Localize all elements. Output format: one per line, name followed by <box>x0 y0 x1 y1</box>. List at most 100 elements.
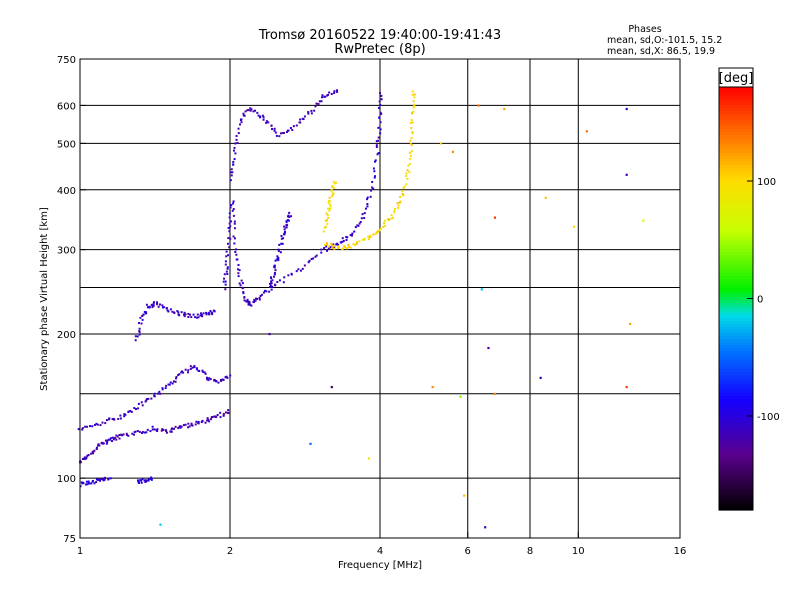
trace-dot <box>371 180 374 183</box>
colorbar-band <box>719 150 753 154</box>
trace-dot <box>275 258 278 261</box>
colorbar-band <box>719 327 753 331</box>
colorbar-band <box>719 96 753 100</box>
trace-dot <box>83 456 86 459</box>
trace-dot <box>187 369 190 372</box>
trace-dot <box>412 100 415 103</box>
trace-dot <box>95 448 98 451</box>
trace-dot <box>140 401 143 404</box>
trace-dot <box>247 303 250 306</box>
colorbar-band <box>719 201 753 205</box>
colorbar-band <box>719 324 753 328</box>
trace-dot <box>137 480 140 483</box>
colorbar-band <box>719 378 753 382</box>
phases-box-line-o: mean, sd,O:-101.5, 15.2 <box>607 35 722 46</box>
trace-dot <box>361 238 364 241</box>
trace-dot <box>106 441 109 444</box>
trace-dot <box>324 225 327 228</box>
scatter-point <box>629 322 632 326</box>
trace-dot <box>233 220 236 223</box>
trace-dot <box>107 438 110 441</box>
colorbar-band <box>719 123 753 127</box>
trace-dot <box>187 426 190 429</box>
trace-dot <box>141 478 144 481</box>
trace-dot <box>169 430 172 433</box>
colorbar-band <box>719 495 753 499</box>
trace-dot <box>226 376 229 379</box>
trace-dot <box>165 431 168 434</box>
trace-dot <box>237 264 240 267</box>
trace-dot <box>231 171 234 174</box>
trace-dot <box>88 482 91 485</box>
trace-dot <box>282 237 285 240</box>
trace-dot <box>81 458 84 461</box>
trace-dot <box>383 222 386 225</box>
trace-dot <box>139 316 142 319</box>
trace-dot <box>240 279 243 282</box>
y-tick-label: 300 <box>57 246 76 257</box>
colorbar-band <box>719 276 753 280</box>
trace-dot <box>351 234 354 237</box>
trace-dot <box>90 452 93 455</box>
trace-dot <box>227 409 230 412</box>
trace-dot <box>138 327 141 330</box>
trace-dot <box>279 132 282 135</box>
trace-dot <box>230 220 233 223</box>
trace-dot <box>373 170 376 173</box>
trace-dot <box>145 479 148 482</box>
trace-dot <box>386 218 389 221</box>
trace-dot <box>377 152 380 155</box>
trace-dot <box>328 209 331 212</box>
trace-dot <box>103 476 106 479</box>
trace-dot <box>145 398 148 401</box>
trace-dot <box>320 96 323 99</box>
trace-dot <box>242 112 245 115</box>
trace-dot <box>335 181 338 184</box>
trace-dot <box>230 204 233 207</box>
trace-dot <box>184 368 187 371</box>
trace-dot <box>117 417 120 420</box>
trace-dot <box>204 372 207 375</box>
trace-dot <box>326 222 329 225</box>
trace-dot <box>205 311 208 314</box>
colorbar-band <box>719 402 753 406</box>
colorbar-band <box>719 450 753 454</box>
trace-dot <box>79 485 82 488</box>
x-tick-label: 1 <box>77 546 83 557</box>
trace-dot <box>373 160 376 163</box>
trace-dot <box>92 450 95 453</box>
trace-dot <box>378 229 381 232</box>
trace-dot <box>255 297 258 300</box>
trace-dot <box>273 127 276 130</box>
trace-dot <box>370 189 373 192</box>
trace-dot <box>410 143 413 146</box>
trace-dot <box>287 219 290 222</box>
trace-dot <box>321 94 324 97</box>
trace-dot <box>243 114 246 117</box>
trace-dot <box>307 261 310 264</box>
trace-dot <box>160 429 163 432</box>
trace-dot <box>328 91 331 94</box>
trace-dot <box>91 425 94 428</box>
trace-dot <box>108 417 111 420</box>
trace-dot <box>93 423 96 426</box>
trace-dot <box>153 392 156 395</box>
colorbar-band <box>719 171 753 175</box>
trace-dot <box>411 111 414 114</box>
trace-dot <box>288 216 291 219</box>
trace-dot <box>331 246 334 249</box>
colorbar-band <box>719 471 753 475</box>
trace-dot <box>402 187 405 190</box>
colorbar-band <box>719 147 753 151</box>
trace-dot <box>159 303 162 306</box>
scatter-point <box>572 225 576 228</box>
trace-dot <box>367 235 370 238</box>
trace-dot <box>109 477 112 480</box>
trace-dot <box>147 479 150 482</box>
trace-dot <box>84 483 87 486</box>
trace-dot <box>199 314 202 317</box>
trace-dot <box>330 92 333 95</box>
trace-dot <box>239 123 242 126</box>
trace-dot <box>145 399 148 402</box>
trace-dot <box>324 95 327 98</box>
